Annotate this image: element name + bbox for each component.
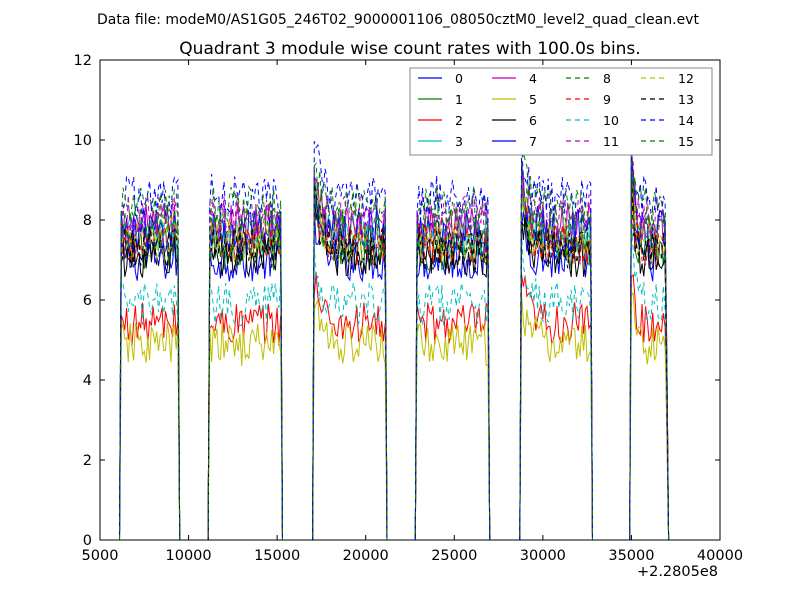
ticks-layer: 5000 10000 15000 20000 25000 30000 35000 40000 0… xyxy=(74,53,744,564)
series-line-15 xyxy=(119,141,670,540)
legend-label-7: 7 xyxy=(529,134,537,149)
y-tick-label: 8 xyxy=(83,213,92,229)
legend-label-6: 6 xyxy=(529,113,537,128)
series-line-11 xyxy=(119,161,670,540)
series-line-10 xyxy=(119,224,670,540)
y-tick-label: 10 xyxy=(74,133,92,149)
x-tick-label: 20000 xyxy=(343,548,389,564)
legend-label-4: 4 xyxy=(529,71,537,86)
y-tick-label: 0 xyxy=(83,533,92,549)
series-line-9 xyxy=(119,179,670,540)
suptitle: Data file: modeM0/AS1G05_246T02_90000011… xyxy=(97,12,699,28)
series-line-13 xyxy=(119,167,670,540)
y-tick-label: 6 xyxy=(83,293,92,309)
x-tick-label: 40000 xyxy=(697,548,743,564)
legend-label-13: 13 xyxy=(678,92,694,107)
legend-label-1: 1 xyxy=(455,92,463,107)
series-line-5 xyxy=(119,291,670,540)
legend-label-5: 5 xyxy=(529,92,537,107)
x-tick-label: 30000 xyxy=(520,548,566,564)
y-tick-label: 4 xyxy=(83,373,92,389)
legend-label-8: 8 xyxy=(603,71,611,86)
x-tick-label: 25000 xyxy=(431,548,477,564)
x-tick-label: 5000 xyxy=(82,548,119,564)
plot-frame xyxy=(99,59,721,541)
legend-label-14: 14 xyxy=(678,113,694,128)
legend-label-9: 9 xyxy=(603,92,611,107)
x-offset-label: +2.2805e8 xyxy=(637,564,718,580)
x-tick-label: 35000 xyxy=(608,548,654,564)
legend-label-11: 11 xyxy=(603,134,619,149)
legend-label-15: 15 xyxy=(678,134,694,149)
legend-label-12: 12 xyxy=(678,71,694,86)
legend-label-2: 2 xyxy=(455,113,463,128)
legend-label-0: 0 xyxy=(455,71,463,86)
y-tick-label: 2 xyxy=(83,453,92,469)
x-tick-label: 10000 xyxy=(166,548,212,564)
legend-label-10: 10 xyxy=(603,113,619,128)
chart-title: Quadrant 3 module wise count rates with … xyxy=(179,39,640,59)
y-tick-label: 12 xyxy=(74,53,92,69)
series-line-2 xyxy=(119,272,670,540)
x-tick-label: 15000 xyxy=(254,548,300,564)
series-line-12 xyxy=(119,174,670,540)
legend-label-3: 3 xyxy=(455,134,463,149)
series-line-6 xyxy=(119,189,670,540)
series-layer xyxy=(119,139,670,540)
